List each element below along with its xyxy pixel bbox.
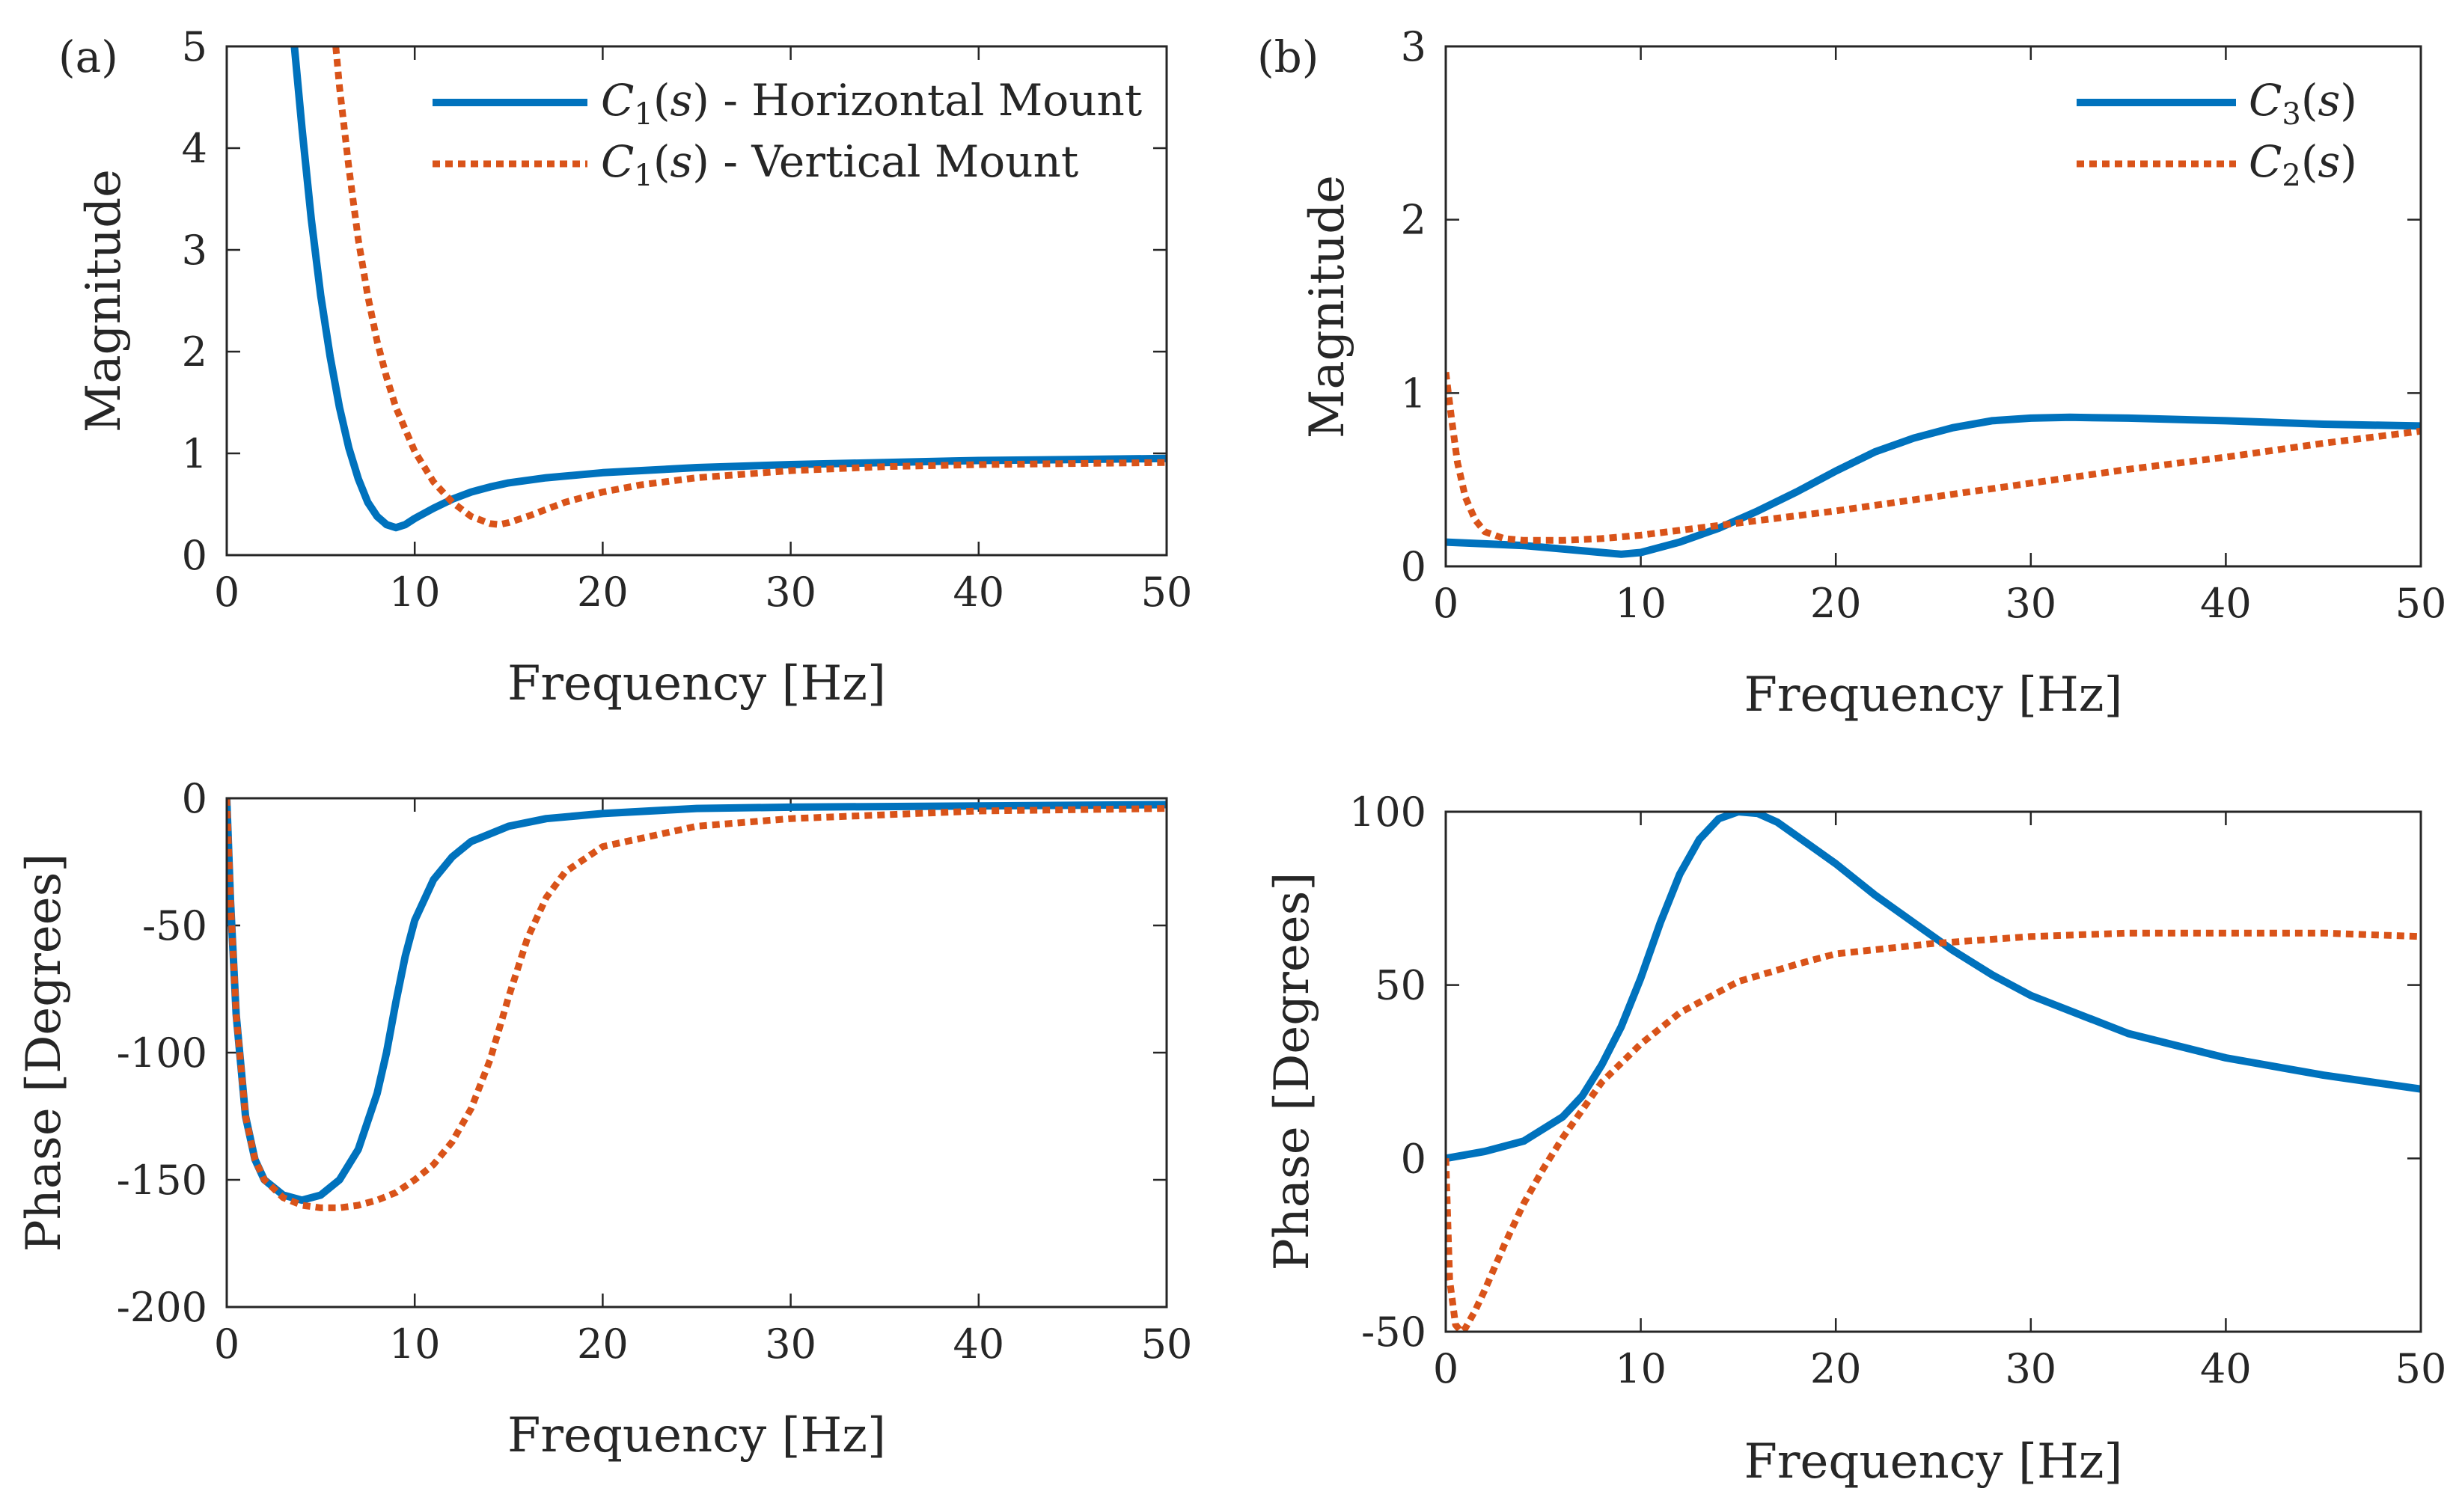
x-tick-label: 10 [1615, 1345, 1667, 1392]
series-group [227, 798, 1167, 1211]
series-group [290, 46, 1167, 532]
x-tick-label: 0 [214, 569, 239, 616]
x-tick-label: 50 [1141, 569, 1193, 616]
x-tick-label: 40 [953, 569, 1004, 616]
x-tick-label: 30 [2005, 580, 2056, 627]
x-tick-label: 30 [765, 569, 816, 616]
x-tick-label: 30 [2005, 1345, 2056, 1392]
y-tick-label: 3 [1401, 23, 1426, 70]
y-tick-label: 2 [182, 328, 207, 376]
series-line-2 [1446, 371, 2421, 544]
x-tick-label: 20 [1810, 580, 1862, 627]
y-tick-label: -100 [117, 1029, 207, 1077]
x-tick-label: 40 [2200, 1345, 2252, 1392]
y-axis-label: Phase [Degrees] [1265, 872, 1320, 1271]
y-tick-label: 0 [182, 532, 207, 579]
x-tick-label: 30 [765, 1320, 816, 1368]
y-tick-label: -200 [117, 1284, 207, 1331]
y-tick-label: -50 [1361, 1309, 1426, 1356]
chart-a_phase: 0 10 20 30 40 50 0 -50 -100 -150 -200 Frequency [Hz… [16, 775, 1192, 1463]
x-tick-label: 40 [2200, 580, 2252, 627]
x-axis-label: Frequency [Hz] [1744, 667, 2123, 723]
x-tick-label: 50 [2395, 1345, 2447, 1392]
legend: C3(s)C2(s) [2077, 75, 2357, 193]
y-tick-label: 4 [182, 125, 207, 172]
x-tick-label: 20 [577, 1320, 629, 1368]
series-line-2 [332, 46, 1167, 528]
x-tick-label: 50 [2395, 580, 2447, 627]
x-tick-label: 10 [1615, 580, 1667, 627]
y-axis-label: Magnitude [1300, 175, 1355, 438]
y-tick-label: 50 [1375, 962, 1426, 1009]
y-axis-label: Phase [Degrees] [16, 854, 72, 1252]
x-tick-label: 0 [1433, 1345, 1458, 1392]
y-tick-label: 2 [1401, 197, 1426, 244]
plot-frame [1444, 45, 2422, 568]
x-tick-label: 0 [214, 1320, 239, 1368]
y-tick-label: -150 [117, 1157, 207, 1204]
y-tick-label: -50 [142, 902, 207, 949]
y-axis-label: Magnitude [76, 169, 132, 432]
x-tick-label: 0 [1433, 580, 1458, 627]
x-axis-label: Frequency [Hz] [1744, 1434, 2123, 1490]
legend-text-1: C1(s) - Horizontal Mount [601, 75, 1142, 132]
panel-label: (a) [58, 31, 118, 82]
y-tick-label: 1 [1401, 370, 1426, 417]
x-tick-label: 20 [577, 569, 629, 616]
y-tick-label: 3 [182, 227, 207, 274]
x-tick-label: 50 [1141, 1320, 1193, 1368]
series-line-2 [1446, 929, 2421, 1332]
legend-text-1: C3(s) [2249, 75, 2357, 132]
x-tick-label: 40 [953, 1320, 1004, 1368]
panel-label: (b) [1257, 31, 1319, 82]
legend-text-2: C1(s) - Vertical Mount [601, 136, 1078, 193]
plot-frame [225, 797, 1168, 1309]
chart-a_mag: 0 10 20 30 40 50 0 1 2 3 4 5 Frequency [Hz] Magnitude… [58, 23, 1192, 711]
series-line-1 [227, 798, 1167, 1205]
plot-frame [225, 45, 1168, 557]
series-line-1 [290, 46, 1167, 532]
y-tick-label: 1 [182, 430, 207, 477]
y-tick-label: 100 [1349, 789, 1426, 836]
x-axis-label: Frequency [Hz] [507, 1408, 886, 1463]
y-tick-label: 0 [1401, 543, 1426, 590]
series-line-1 [1446, 413, 2421, 558]
series-line-1 [1446, 812, 2421, 1163]
x-tick-label: 20 [1810, 1345, 1862, 1392]
series-group [1446, 812, 2421, 1332]
y-tick-label: 5 [182, 23, 207, 70]
chart-b_mag: 0 10 20 30 40 50 0 1 2 3 Frequency [Hz] Magnitude (b… [1257, 23, 2446, 723]
y-tick-label: 0 [182, 775, 207, 822]
x-tick-label: 10 [389, 1320, 441, 1368]
x-tick-label: 10 [389, 569, 441, 616]
series-group [1446, 371, 2421, 558]
y-tick-label: 0 [1401, 1135, 1426, 1182]
x-axis-label: Frequency [Hz] [507, 656, 886, 711]
plot-frame [1444, 810, 2422, 1333]
series-line-2 [227, 798, 1167, 1211]
legend-text-2: C2(s) [2249, 136, 2357, 193]
